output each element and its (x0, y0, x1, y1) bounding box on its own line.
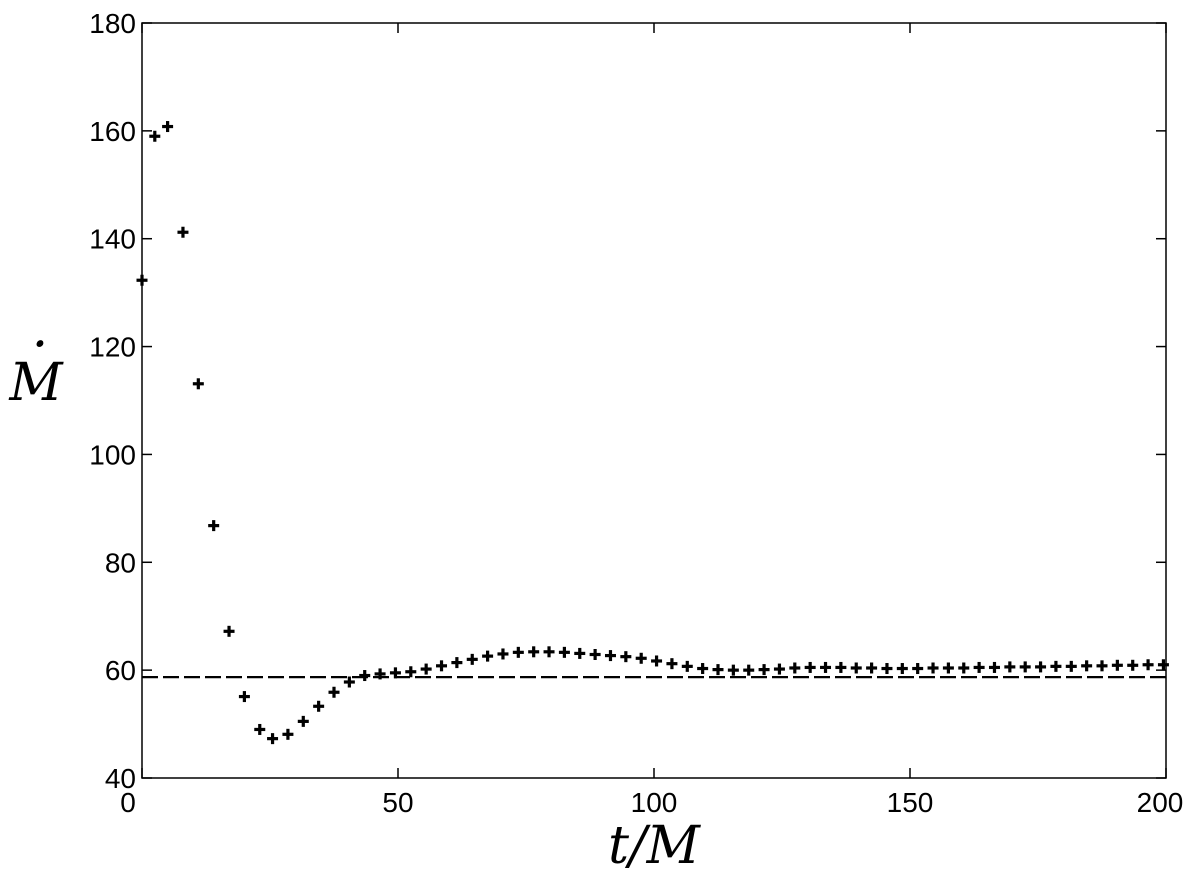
data-point (420, 663, 432, 675)
y-tick-label: 60 (105, 655, 136, 686)
x-tick-label: 150 (887, 787, 934, 818)
data-point (604, 650, 616, 662)
data-point (328, 686, 340, 698)
data-point (789, 662, 801, 674)
x-tick-label: 50 (382, 787, 413, 818)
data-point (988, 661, 1000, 673)
ticks-layer: 0 50 100 150 200 40 60 80 100 120 140 160 180 (89, 8, 1183, 818)
data-point (223, 625, 235, 637)
data-point (497, 648, 509, 660)
data-point (313, 700, 325, 712)
data-point (297, 715, 309, 727)
data-point (192, 378, 204, 390)
data-point (374, 668, 386, 680)
data-point (727, 664, 739, 676)
y-axis-title: M (8, 353, 64, 413)
data-point (177, 226, 189, 238)
data-point (436, 660, 448, 672)
y-tick-label: 140 (89, 224, 136, 255)
data-point (850, 662, 862, 674)
data-point (620, 651, 632, 663)
data-point (942, 662, 954, 674)
data-point (1081, 660, 1093, 672)
y-axis-title-accent: · (32, 315, 49, 375)
data-point (743, 664, 755, 676)
data-point (1096, 660, 1108, 672)
x-tick-label: 200 (1137, 787, 1184, 818)
data-point (635, 652, 647, 664)
y-tick-label: 160 (89, 116, 136, 147)
data-point (389, 667, 401, 679)
data-point (773, 663, 785, 675)
data-point (681, 660, 693, 672)
data-point (1111, 659, 1123, 671)
data-point (804, 661, 816, 673)
data-point (697, 663, 709, 675)
data-point (973, 661, 985, 673)
data-point (512, 646, 524, 658)
data-point (343, 676, 355, 688)
data-point (574, 647, 586, 659)
data-point (558, 646, 570, 658)
data-point (254, 723, 266, 735)
x-axis-title: t/M (608, 816, 701, 876)
marks-layer (136, 121, 1169, 745)
data-point (712, 664, 724, 676)
data-point (820, 661, 832, 673)
y-tick-label: 100 (89, 439, 136, 470)
data-point (451, 657, 463, 669)
data-point (466, 653, 478, 665)
y-tick-label: 120 (89, 332, 136, 363)
data-point (1065, 660, 1077, 672)
data-point (238, 691, 250, 703)
data-point (208, 520, 220, 532)
data-point (666, 658, 678, 670)
data-point (589, 649, 601, 661)
data-point (1050, 660, 1062, 672)
data-point (405, 666, 417, 678)
data-point (543, 646, 555, 658)
data-point (758, 664, 770, 676)
data-point (1035, 661, 1047, 673)
data-point (1019, 661, 1031, 673)
data-point (1004, 661, 1016, 673)
data-point (835, 661, 847, 673)
data-point (528, 646, 540, 658)
data-point (958, 662, 970, 674)
y-tick-label: 80 (105, 547, 136, 578)
data-point (1142, 659, 1154, 671)
data-point (267, 733, 279, 745)
data-point (651, 655, 663, 667)
data-point (912, 663, 924, 675)
data-point (866, 662, 878, 674)
data-point (162, 121, 174, 133)
data-point (896, 663, 908, 675)
plot-area-frame (141, 22, 1167, 779)
data-point (881, 663, 893, 675)
y-tick-label: 180 (89, 8, 136, 39)
data-point (149, 130, 161, 142)
data-point (1157, 659, 1169, 671)
data-point (482, 650, 494, 662)
data-point (927, 662, 939, 674)
data-point (1127, 659, 1139, 671)
x-tick-label: 0 (120, 787, 136, 818)
y-tick-label: 40 (105, 763, 136, 794)
x-tick-label: 100 (631, 787, 678, 818)
data-point (359, 670, 371, 682)
data-point (282, 728, 294, 740)
